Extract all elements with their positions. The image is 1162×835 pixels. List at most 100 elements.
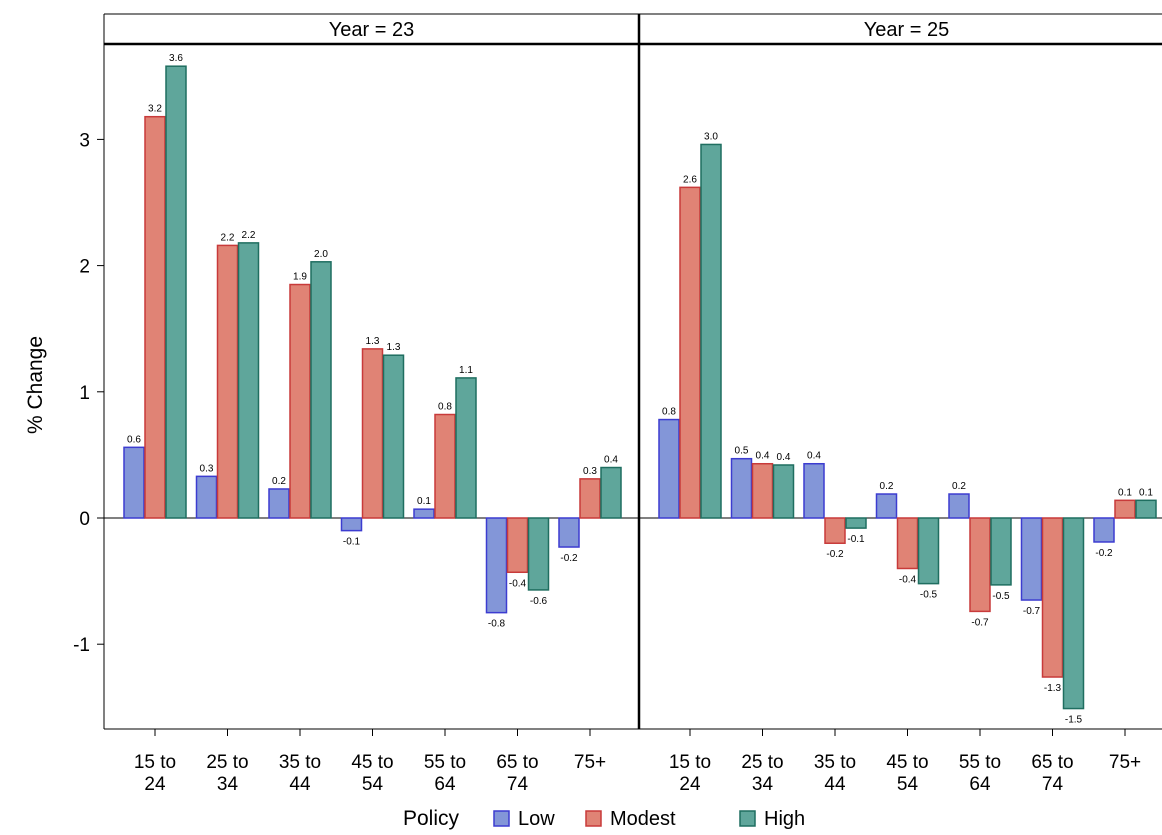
- panel-2: Year = 250.82.63.00.5 0.4 0.4 0.4-0.2-0.10.…: [639, 19, 1162, 726]
- data-label: 1.3: [366, 336, 380, 347]
- bar-modest: [216, 244, 239, 519]
- x-tick-label: 15 to: [669, 752, 711, 773]
- x-tick-label: 45 to: [886, 752, 928, 773]
- bar-modest: [361, 348, 384, 519]
- x-tick-label: 55 to: [959, 752, 1001, 773]
- bar-low: [413, 508, 435, 519]
- x-tick-label: 34: [752, 774, 774, 795]
- x-tick-label: 65 to: [496, 752, 538, 773]
- data-label: -0.4: [509, 578, 527, 589]
- legend-title: Policy: [403, 807, 460, 830]
- bar-low: [268, 488, 290, 519]
- data-label: -0.2: [826, 549, 844, 560]
- data-label: -1.5: [1065, 715, 1083, 726]
- x-tick-label: 24: [144, 774, 166, 795]
- data-label: 2.2: [221, 232, 235, 243]
- x-tick-label: 25 to: [741, 752, 783, 773]
- x-tick-label: 55 to: [424, 752, 466, 773]
- y-axis-title: % Change: [24, 336, 47, 434]
- x-tick-label: 44: [289, 774, 311, 795]
- bar-modest: [506, 517, 529, 574]
- data-label: 2.6: [683, 174, 697, 185]
- data-label: 0.4: [604, 455, 618, 466]
- panel-title: Year = 23: [329, 19, 414, 41]
- bar-low: [658, 418, 680, 519]
- data-label: 0.6: [127, 434, 141, 445]
- x-tick-label: 45 to: [351, 752, 393, 773]
- data-label: -0.6: [530, 596, 548, 607]
- bar-modest: [896, 517, 919, 570]
- data-label: 3.0: [704, 131, 718, 142]
- chart-panels: Year = 23 0.6 3.2 3.6 0.3 2.2 2.2 0.2 1.9 2.0 -0.1…: [104, 19, 1162, 726]
- bar-high: [990, 517, 1012, 586]
- bar-low: [803, 462, 825, 519]
- x-tick-label: 35 to: [279, 752, 321, 773]
- data-label: -0.4: [899, 574, 917, 585]
- legend-label: High: [764, 808, 805, 830]
- bar-modest: [1041, 517, 1064, 678]
- bar-low: [558, 517, 580, 548]
- bar-modest: [751, 462, 774, 519]
- bar-high: [527, 517, 550, 591]
- data-label: -0.2: [1095, 548, 1113, 559]
- y-tick-label: 0: [79, 509, 90, 530]
- data-label: -0.1: [847, 534, 865, 545]
- x-tick-label: 65 to: [1031, 752, 1073, 773]
- data-label: 0.5: [735, 446, 749, 457]
- x-tick-label: 25 to: [206, 752, 248, 773]
- legend-label: Modest: [610, 808, 676, 830]
- legend-item-high: High: [739, 808, 805, 830]
- bar-high: [310, 261, 332, 519]
- x-tick-label: 34: [217, 774, 239, 795]
- x-tick-label: 74: [1042, 774, 1064, 795]
- bar-low: [948, 493, 970, 519]
- bar-high: [382, 354, 405, 519]
- bar-high: [455, 377, 477, 519]
- data-label: 0.4: [807, 451, 821, 462]
- x-tick-label: 54: [897, 774, 919, 795]
- bar-modest: [144, 115, 166, 519]
- x-tick-label: 75+: [1109, 752, 1141, 773]
- y-tick-label: 2: [79, 257, 90, 278]
- data-label: 0.1: [1118, 487, 1132, 498]
- legend-swatch: [739, 810, 756, 827]
- data-label: 0.2: [272, 476, 286, 487]
- legend-item-low: Low: [493, 808, 555, 830]
- bar-low: [1020, 517, 1043, 601]
- bar-high: [1135, 499, 1157, 519]
- data-label: 0.3: [583, 466, 597, 477]
- data-label: -0.8: [488, 619, 506, 630]
- bar-low: [195, 475, 218, 519]
- bar-high: [600, 466, 622, 519]
- data-label: 1.1: [459, 365, 473, 376]
- x-tick-label: 44: [824, 774, 846, 795]
- data-label: 1.9: [293, 272, 307, 283]
- x-tick-label: 24: [679, 774, 701, 795]
- bar-low: [875, 493, 898, 519]
- data-label: 2.0: [314, 249, 328, 260]
- data-label: -0.5: [992, 591, 1010, 602]
- x-tick-label: 54: [362, 774, 384, 795]
- x-tick-label: 64: [434, 774, 456, 795]
- bar-modest: [679, 186, 701, 519]
- data-label: -0.5: [920, 590, 938, 601]
- data-label: 0.2: [952, 481, 966, 492]
- data-label: 0.8: [438, 402, 452, 413]
- data-label: 0.8: [662, 407, 676, 418]
- data-label: 0.1: [1139, 487, 1153, 498]
- x-tick-label: 75+: [574, 752, 606, 773]
- data-label: -0.7: [1023, 606, 1041, 617]
- bar-low: [730, 457, 753, 519]
- data-label: -1.3: [1044, 683, 1062, 694]
- bar-high: [845, 517, 867, 529]
- bar-modest: [969, 517, 991, 613]
- legend-swatch: [493, 810, 510, 827]
- y-tick-label: 3: [79, 130, 90, 151]
- legend: Policy Low Modest High: [403, 807, 805, 830]
- data-label: 2.2: [242, 230, 256, 241]
- data-label: 0.3: [200, 463, 214, 474]
- data-label: 0.1: [417, 496, 431, 507]
- bar-high: [237, 242, 260, 519]
